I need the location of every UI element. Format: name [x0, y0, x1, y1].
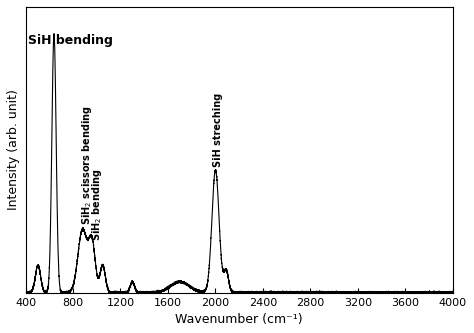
Text: SiH bending: SiH bending [28, 34, 113, 47]
Text: SiH$_2$ bending: SiH$_2$ bending [90, 168, 104, 241]
Y-axis label: Intensity (arb. unit): Intensity (arb. unit) [7, 89, 20, 210]
Text: SiH streching: SiH streching [213, 93, 223, 167]
X-axis label: Wavenumber (cm⁻¹): Wavenumber (cm⁻¹) [175, 313, 303, 326]
Text: SiH$_2$ scissors bending: SiH$_2$ scissors bending [80, 105, 93, 225]
